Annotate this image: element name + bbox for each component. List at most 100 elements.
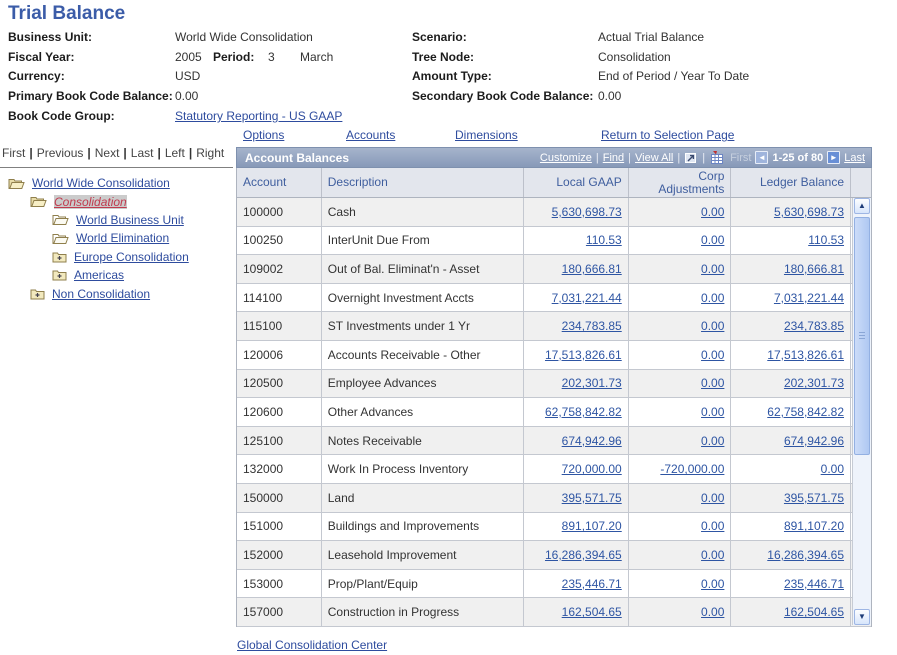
plus-folder-icon[interactable]: [52, 251, 67, 263]
tree-node-link[interactable]: Non Consolidation: [52, 286, 151, 301]
period-value: 3: [268, 50, 275, 64]
global-consolidation-center-link[interactable]: Global Consolidation Center: [237, 638, 388, 652]
field-fiscal-year: Fiscal Year: 2005 Period: 3 March: [8, 49, 333, 65]
corp-adjustments-link[interactable]: 0.00: [701, 547, 725, 562]
excel-download-icon[interactable]: [709, 150, 724, 165]
local-gaap-link[interactable]: 234,783.85: [561, 319, 622, 334]
local-gaap-link[interactable]: 110.53: [585, 233, 622, 248]
local-gaap-link[interactable]: 395,571.75: [561, 490, 622, 505]
field-value: 2005: [175, 50, 202, 64]
tree-node-link[interactable]: World Elimination: [76, 231, 170, 246]
local-gaap-link[interactable]: 180,666.81: [561, 261, 622, 276]
ledger-balance-link[interactable]: 202,301.73: [783, 376, 845, 391]
ledger-balance-link[interactable]: 235,446.71: [783, 576, 845, 591]
view-all-link[interactable]: View All: [635, 151, 674, 164]
customize-link[interactable]: Customize: [539, 151, 592, 164]
ledger-balance-link[interactable]: 110.53: [808, 233, 845, 248]
local-gaap-link[interactable]: 674,942.96: [561, 433, 622, 448]
local-gaap-link[interactable]: 62,758,842.82: [544, 404, 622, 419]
plus-folder-icon[interactable]: [52, 269, 67, 281]
ledger-balance-link[interactable]: 162,504.65: [783, 605, 845, 620]
open-folder-icon[interactable]: [30, 195, 47, 208]
options-link[interactable]: Options: [243, 128, 285, 142]
grid-scrollbar[interactable]: ▲ ▼: [852, 198, 871, 625]
local-gaap-link[interactable]: 17,513,826.61: [544, 347, 622, 362]
open-folder-icon[interactable]: [8, 177, 25, 190]
corp-adjustments-link[interactable]: 0.00: [701, 347, 725, 362]
grid-title: Account Balances: [245, 150, 350, 165]
local-gaap-cell: 5,630,698.73: [524, 198, 629, 227]
ledger-balance-link[interactable]: 674,942.96: [783, 433, 845, 448]
tree-nav-first[interactable]: First: [2, 146, 26, 160]
tree-node-link[interactable]: World Business Unit: [76, 212, 184, 227]
folder-icon[interactable]: [52, 213, 69, 226]
corp-adjustments-link[interactable]: 0.00: [701, 404, 725, 419]
tree-page-nav: First | Previous | Next | Last | Left | Right: [2, 146, 224, 160]
local-gaap-link[interactable]: 7,031,221.44: [551, 290, 622, 305]
local-gaap-link[interactable]: 235,446.71: [561, 576, 622, 591]
field-label: Business Unit:: [8, 30, 93, 44]
corp-adjustments-cell: 0.00: [628, 283, 732, 313]
corp-adjustments-link[interactable]: 0.00: [701, 433, 725, 448]
return-to-selection-link[interactable]: Return to Selection Page: [601, 128, 735, 142]
tree-nav-right[interactable]: Right: [196, 146, 225, 160]
scrollbar-thumb[interactable]: [854, 217, 870, 455]
ledger-balance-link[interactable]: 891,107.20: [783, 519, 845, 534]
ledger-balance-cell: 395,571.75: [731, 483, 852, 513]
local-gaap-link[interactable]: 891,107.20: [561, 519, 622, 534]
folder-icon[interactable]: [52, 232, 69, 245]
description-cell: Prop/Plant/Equip: [321, 569, 525, 599]
corp-adjustments-link[interactable]: -720,000.00: [660, 462, 725, 477]
ledger-balance-link[interactable]: 62,758,842.82: [767, 404, 845, 419]
ledger-balance-link[interactable]: 16,286,394.65: [767, 547, 845, 562]
ledger-balance-link[interactable]: 234,783.85: [783, 319, 845, 334]
corp-adjustments-link[interactable]: 0.00: [701, 290, 725, 305]
scroll-up-icon[interactable]: ▲: [854, 198, 870, 214]
field-label: Amount Type:: [412, 69, 492, 83]
local-gaap-link[interactable]: 16,286,394.65: [544, 547, 622, 562]
corp-adjustments-cell: 0.00: [628, 569, 732, 599]
account-cell: 115100: [237, 312, 322, 341]
separator: |: [87, 146, 91, 160]
ledger-balance-link[interactable]: 395,571.75: [783, 490, 845, 505]
last-page-link[interactable]: Last: [844, 151, 865, 164]
tree-node-link[interactable]: Consolidation: [54, 194, 127, 209]
book-code-group-link[interactable]: Statutory Reporting - US GAAP: [175, 109, 343, 123]
tree-nav-left[interactable]: Left: [164, 146, 185, 160]
ledger-balance-link[interactable]: 17,513,826.61: [767, 347, 845, 362]
dimensions-link[interactable]: Dimensions: [455, 128, 518, 142]
local-gaap-link[interactable]: 202,301.73: [561, 376, 622, 391]
ledger-balance-link[interactable]: 7,031,221.44: [773, 290, 845, 305]
scroll-down-icon[interactable]: ▼: [854, 609, 870, 625]
plus-folder-icon[interactable]: [30, 288, 45, 300]
popup-icon[interactable]: [684, 151, 698, 165]
description-cell: Out of Bal. Eliminat'n - Asset: [321, 255, 525, 284]
previous-page-button[interactable]: ◄: [755, 151, 769, 164]
corp-adjustments-link[interactable]: 0.00: [701, 576, 725, 591]
corp-adjustments-link[interactable]: 0.00: [701, 376, 725, 391]
local-gaap-link[interactable]: 162,504.65: [561, 605, 622, 620]
next-page-button[interactable]: ►: [827, 151, 841, 164]
tree-node-link[interactable]: Europe Consolidation: [74, 249, 189, 264]
ledger-balance-link[interactable]: 180,666.81: [783, 261, 845, 276]
accounts-link[interactable]: Accounts: [346, 128, 396, 142]
tree-nav-last[interactable]: Last: [130, 146, 154, 160]
tree-nav-previous[interactable]: Previous: [36, 146, 84, 160]
local-gaap-link[interactable]: 720,000.00: [561, 462, 622, 477]
corp-adjustments-link[interactable]: 0.00: [701, 319, 725, 334]
corp-adjustments-link[interactable]: 0.00: [701, 605, 725, 620]
corp-adjustments-link[interactable]: 0.00: [701, 233, 725, 248]
corp-adjustments-link[interactable]: 0.00: [701, 204, 725, 219]
corp-adjustments-link[interactable]: 0.00: [701, 261, 725, 276]
ledger-balance-link[interactable]: 5,630,698.73: [773, 204, 845, 219]
tree-node-link[interactable]: World Wide Consolidation: [32, 176, 170, 191]
corp-adjustments-link[interactable]: 0.00: [701, 490, 725, 505]
corp-adjustments-link[interactable]: 0.00: [701, 519, 725, 534]
tree-node-link[interactable]: Americas: [74, 268, 125, 283]
tree-divider: [0, 167, 233, 168]
local-gaap-link[interactable]: 5,630,698.73: [551, 204, 622, 219]
tree-nav-next[interactable]: Next: [94, 146, 120, 160]
find-link[interactable]: Find: [602, 151, 625, 164]
ledger-balance-link[interactable]: 0.00: [820, 462, 845, 477]
